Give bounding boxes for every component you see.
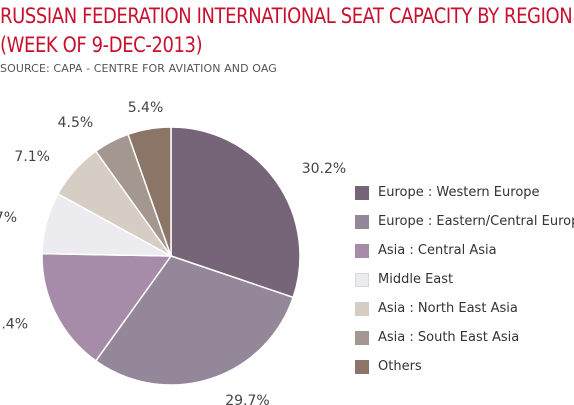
legend-swatch <box>355 185 369 200</box>
pie-data-label-5: 4.5% <box>58 115 94 131</box>
legend-swatch <box>355 272 369 287</box>
pie-data-label-6: 5.4% <box>128 100 164 116</box>
pie-slice-6 <box>127 126 172 257</box>
legend-label: Asia : North East Asia <box>378 301 518 316</box>
legend-swatch <box>355 301 369 316</box>
pie-data-label-1: 29.7% <box>225 393 269 405</box>
legend-item-5: Asia : South East Asia <box>355 323 574 352</box>
legend-item-2: Asia : Central Asia <box>355 236 574 265</box>
chart-source: SOURCE: CAPA - CENTRE FOR AVIATION AND O… <box>0 62 277 75</box>
legend-swatch <box>355 214 369 229</box>
legend-swatch <box>355 243 369 258</box>
chart-title-line-1: RUSSIAN FEDERATION INTERNATIONAL SEAT CA… <box>0 4 573 28</box>
pie-slice-1 <box>94 255 295 386</box>
pie-slice-0 <box>170 126 301 299</box>
legend-item-4: Asia : North East Asia <box>355 294 574 323</box>
legend-label: Others <box>378 359 422 374</box>
legend-swatch <box>355 330 369 345</box>
legend-item-0: Europe : Western Europe <box>355 178 574 207</box>
legend-item-3: Middle East <box>355 265 574 294</box>
legend-label: Middle East <box>378 272 454 287</box>
legend-item-6: Others <box>355 352 574 381</box>
legend-label: Asia : Central Asia <box>378 243 497 258</box>
legend-label: Europe : Eastern/Central Europe <box>378 214 574 229</box>
chart-title: RUSSIAN FEDERATION INTERNATIONAL SEAT CA… <box>0 2 573 60</box>
legend-label: Asia : South East Asia <box>378 330 520 345</box>
legend-label: Europe : Western Europe <box>378 185 540 200</box>
pie-data-label-3: 7.7% <box>0 210 17 226</box>
pie-data-label-0: 30.2% <box>302 161 346 177</box>
pie-data-label-2: 15.4% <box>0 317 28 333</box>
chart-title-line-2: (WEEK OF 9-DEC-2013) <box>0 33 203 57</box>
pie-data-label-4: 7.1% <box>14 149 50 165</box>
pie-slice-2 <box>41 252 173 362</box>
legend-item-1: Europe : Eastern/Central Europe <box>355 207 574 236</box>
chart-legend: Europe : Western Europe Europe : Eastern/… <box>355 178 574 381</box>
legend-swatch <box>355 359 369 374</box>
